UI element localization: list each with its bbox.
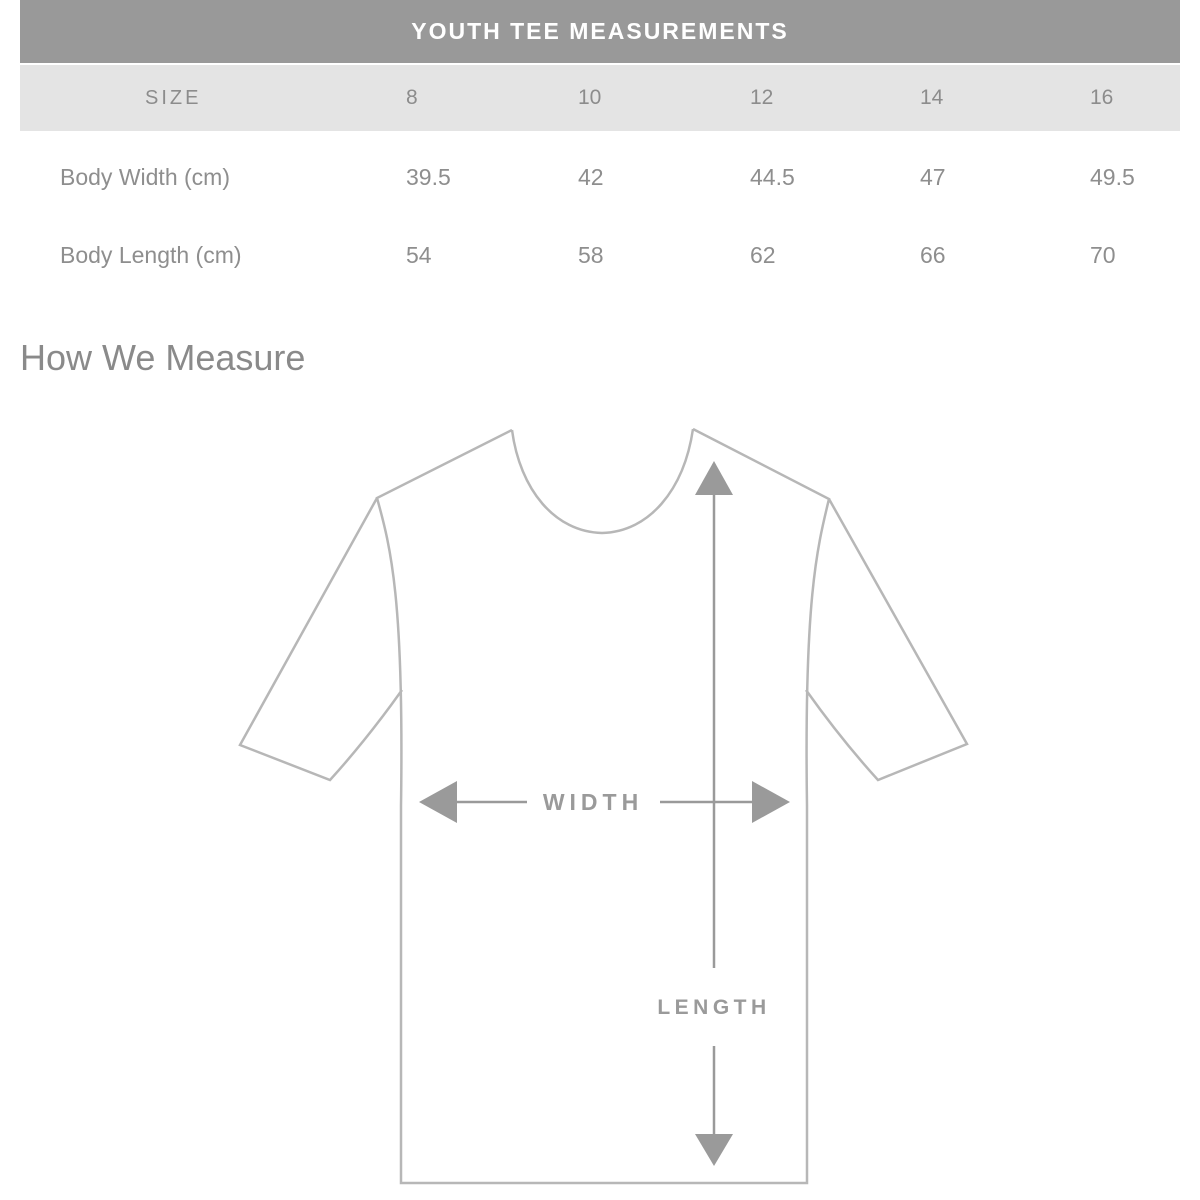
svg-text:LENGTH: LENGTH [657,996,770,1019]
svg-text:WIDTH: WIDTH [543,789,643,815]
